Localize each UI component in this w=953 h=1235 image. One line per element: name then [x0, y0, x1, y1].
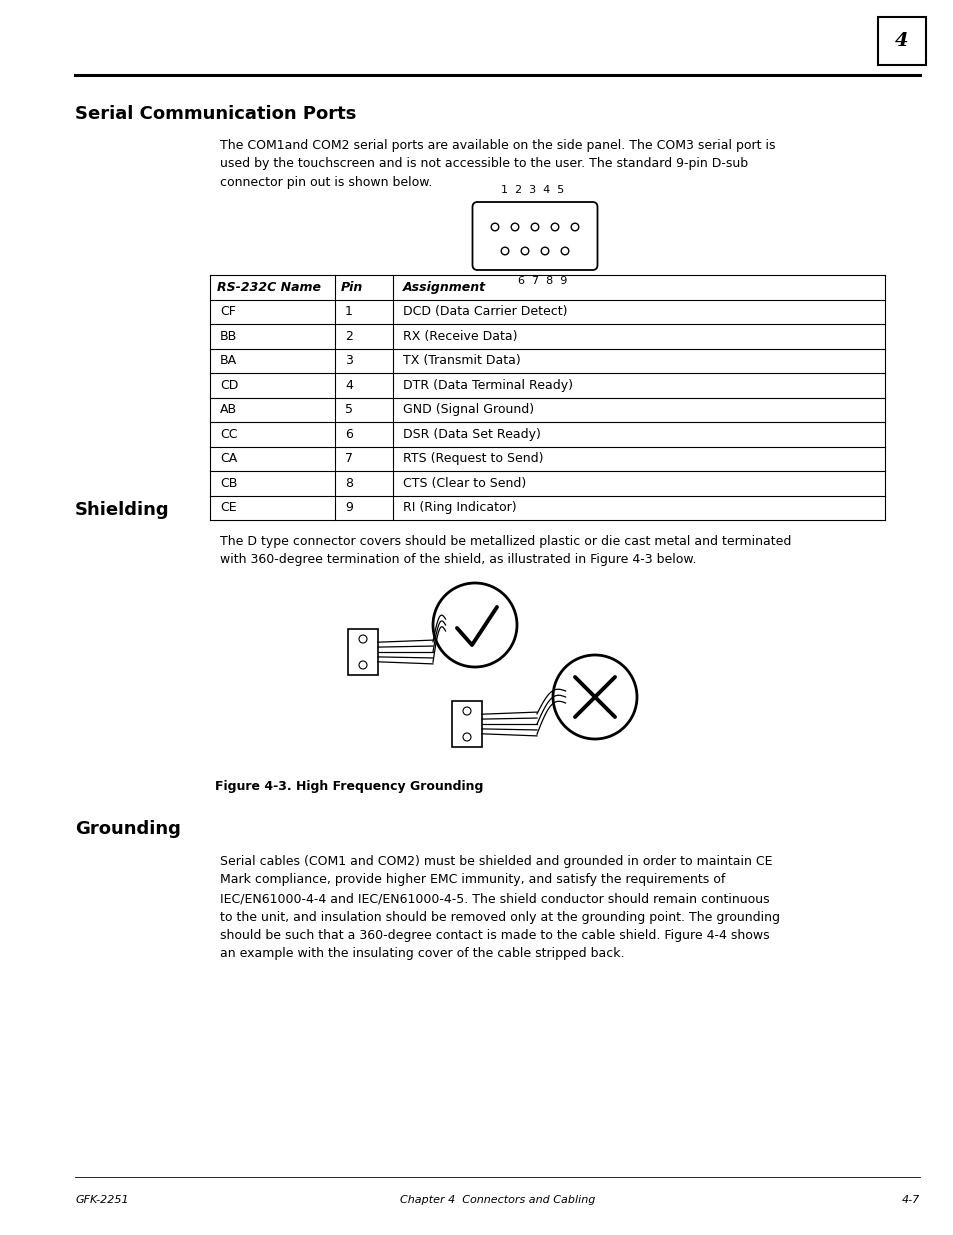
Circle shape [462, 706, 471, 715]
Text: Serial cables (COM1 and COM2) must be shielded and grounded in order to maintain: Serial cables (COM1 and COM2) must be sh… [220, 855, 780, 961]
Text: CE: CE [220, 501, 236, 514]
FancyBboxPatch shape [452, 701, 481, 747]
Text: Shielding: Shielding [75, 501, 170, 519]
Text: CB: CB [220, 477, 237, 490]
Circle shape [520, 247, 528, 254]
Text: DSR (Data Set Ready): DSR (Data Set Ready) [402, 427, 540, 441]
Text: 1  2  3  4  5: 1 2 3 4 5 [501, 185, 564, 195]
Text: Pin: Pin [340, 280, 363, 294]
Circle shape [540, 247, 548, 254]
Text: Figure 4-3. High Frequency Grounding: Figure 4-3. High Frequency Grounding [214, 781, 483, 793]
Text: CA: CA [220, 452, 237, 466]
Text: 6  7  8  9: 6 7 8 9 [517, 275, 567, 287]
Text: 8: 8 [345, 477, 353, 490]
Text: CD: CD [220, 379, 238, 391]
Text: Chapter 4  Connectors and Cabling: Chapter 4 Connectors and Cabling [399, 1195, 595, 1205]
Circle shape [531, 224, 538, 231]
Circle shape [571, 224, 578, 231]
Text: 4-7: 4-7 [901, 1195, 919, 1205]
Circle shape [551, 224, 558, 231]
Text: GND (Signal Ground): GND (Signal Ground) [402, 404, 534, 416]
Text: 2: 2 [345, 330, 353, 343]
Text: Assignment: Assignment [402, 280, 486, 294]
Text: 5: 5 [345, 404, 353, 416]
Text: RS-232C Name: RS-232C Name [216, 280, 320, 294]
FancyBboxPatch shape [472, 203, 597, 270]
Text: The COM1and COM2 serial ports are available on the side panel. The COM3 serial p: The COM1and COM2 serial ports are availa… [220, 140, 775, 189]
Text: RI (Ring Indicator): RI (Ring Indicator) [402, 501, 517, 514]
Circle shape [553, 655, 637, 739]
Text: 6: 6 [345, 427, 353, 441]
Text: CC: CC [220, 427, 237, 441]
Text: BB: BB [220, 330, 237, 343]
Text: CTS (Clear to Send): CTS (Clear to Send) [402, 477, 526, 490]
Circle shape [433, 583, 517, 667]
FancyBboxPatch shape [877, 17, 925, 65]
Circle shape [462, 734, 471, 741]
Text: 4: 4 [894, 32, 908, 49]
Text: DTR (Data Terminal Ready): DTR (Data Terminal Ready) [402, 379, 573, 391]
Text: DCD (Data Carrier Detect): DCD (Data Carrier Detect) [402, 305, 567, 319]
Circle shape [491, 224, 498, 231]
Text: 9: 9 [345, 501, 353, 514]
Text: RTS (Request to Send): RTS (Request to Send) [402, 452, 543, 466]
Text: TX (Transmit Data): TX (Transmit Data) [402, 354, 520, 367]
Text: RX (Receive Data): RX (Receive Data) [402, 330, 517, 343]
Text: 7: 7 [345, 452, 353, 466]
Circle shape [500, 247, 508, 254]
Text: 1: 1 [345, 305, 353, 319]
Circle shape [358, 635, 367, 643]
Text: Grounding: Grounding [75, 820, 181, 839]
Text: AB: AB [220, 404, 237, 416]
Text: 3: 3 [345, 354, 353, 367]
Text: The D type connector covers should be metallized plastic or die cast metal and t: The D type connector covers should be me… [220, 535, 791, 567]
Circle shape [358, 661, 367, 669]
Text: Serial Communication Ports: Serial Communication Ports [75, 105, 356, 124]
FancyBboxPatch shape [348, 629, 377, 676]
Circle shape [511, 224, 518, 231]
Circle shape [560, 247, 568, 254]
Text: CF: CF [220, 305, 235, 319]
Text: 4: 4 [345, 379, 353, 391]
Text: BA: BA [220, 354, 237, 367]
Text: GFK-2251: GFK-2251 [75, 1195, 129, 1205]
